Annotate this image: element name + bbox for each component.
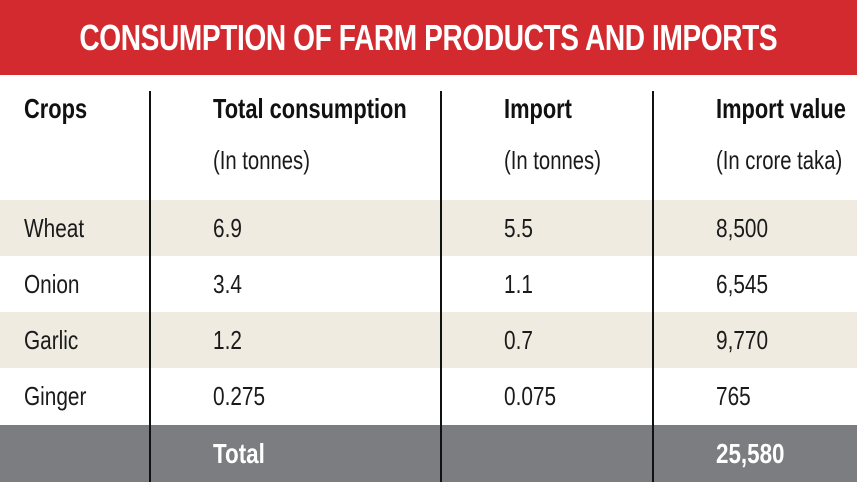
header-row: Crops Total consumption (In tonnes) Impo… — [0, 75, 857, 200]
total-consumption-cell: 0.275 — [213, 381, 266, 411]
import-cell: 0.075 — [504, 381, 557, 411]
column-divider — [440, 91, 442, 482]
crop-cell: Ginger — [24, 381, 87, 411]
total-consumption-cell: 6.9 — [213, 212, 242, 243]
header-total-consumption: Total consumption — [213, 93, 407, 124]
header-import: Import — [504, 93, 572, 124]
crop-cell: Garlic — [24, 324, 79, 355]
table-row: Onion 3.4 1.1 6,545 — [0, 256, 857, 312]
import-cell: 1.1 — [504, 268, 533, 299]
header-import-unit: (In tonnes) — [504, 145, 601, 175]
data-table: Crops Total consumption (In tonnes) Impo… — [0, 75, 857, 482]
import-value-cell: 6,545 — [716, 268, 769, 299]
total-import-value: 25,580 — [716, 437, 785, 469]
header-total-consumption-unit: (In tonnes) — [213, 145, 310, 175]
import-value-cell: 765 — [716, 381, 751, 411]
header-crops: Crops — [24, 93, 88, 124]
total-consumption-cell: 1.2 — [213, 324, 242, 355]
total-row: Total 25,580 — [0, 425, 857, 482]
import-cell: 5.5 — [504, 212, 533, 243]
total-consumption-cell: 3.4 — [213, 268, 242, 299]
import-value-cell: 8,500 — [716, 212, 769, 243]
table-row: Wheat 6.9 5.5 8,500 — [0, 200, 857, 256]
chart-title: CONSUMPTION OF FARM PRODUCTS AND IMPORTS — [79, 16, 778, 58]
header-import-value-unit: (In crore taka) — [716, 145, 843, 175]
column-divider — [652, 91, 654, 482]
total-label: Total — [213, 437, 265, 469]
header-import-value: Import value — [716, 93, 846, 124]
crop-cell: Wheat — [24, 212, 85, 243]
table-row: Ginger 0.275 0.075 765 — [0, 368, 857, 425]
import-value-cell: 9,770 — [716, 324, 769, 355]
title-bar: CONSUMPTION OF FARM PRODUCTS AND IMPORTS — [0, 0, 857, 75]
column-divider — [149, 91, 151, 482]
import-cell: 0.7 — [504, 324, 533, 355]
crop-cell: Onion — [24, 268, 80, 299]
table-row: Garlic 1.2 0.7 9,770 — [0, 312, 857, 368]
